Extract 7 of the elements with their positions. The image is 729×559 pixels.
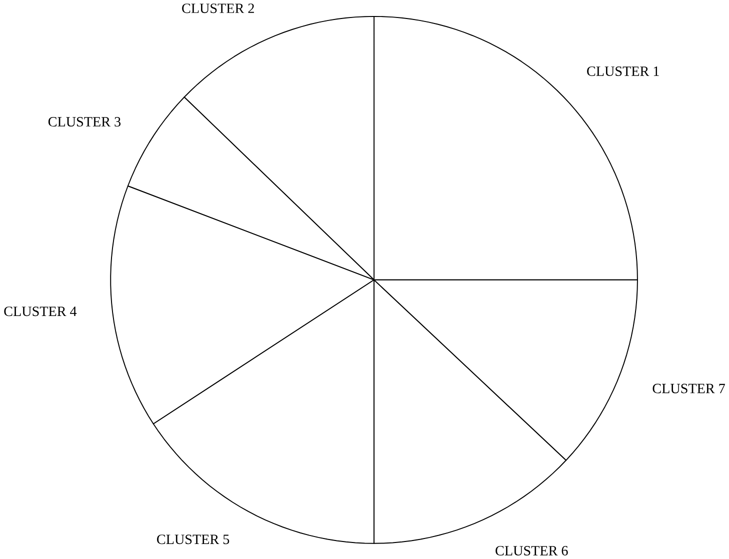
slice-label: CLUSTER 3 [48,117,121,126]
slice-label: CLUSTER 7 [652,384,725,394]
slice-label: CLUSTER 2 [182,4,254,14]
slice-label: CLUSTER 1 [587,66,659,76]
slice-label: CLUSTER 6 [496,546,568,556]
slice-label: CLUSTER 4 [4,306,77,316]
slice-label: CLUSTER 5 [157,534,230,544]
